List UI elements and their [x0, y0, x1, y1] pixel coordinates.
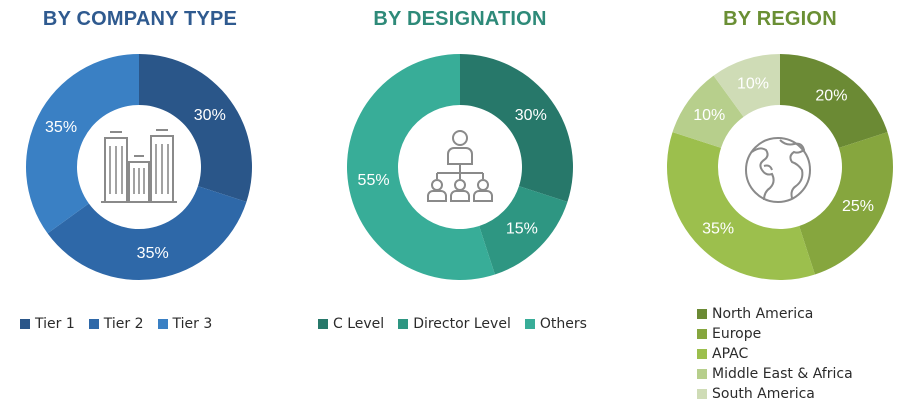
slice-label-south-america: 10%	[737, 75, 769, 92]
legend-swatch	[697, 349, 707, 359]
chart-title-designation: BY DESIGNATION	[373, 8, 547, 30]
slice-label-c-level: 30%	[515, 107, 547, 124]
org-hierarchy-icon	[427, 130, 493, 202]
legend-label: Europe	[712, 326, 762, 342]
slice-label-tier-1: 30%	[194, 107, 226, 124]
buildings-icon	[101, 129, 177, 203]
donut-slice-tier-1	[139, 54, 252, 202]
donut-slice-europe	[799, 132, 893, 275]
legend-label: Tier 2	[103, 316, 144, 332]
slice-label-europe: 25%	[842, 198, 874, 215]
legend-swatch	[524, 319, 535, 329]
legend-label: Director Level	[413, 316, 511, 332]
donut-slice-director-level	[479, 186, 568, 275]
donut-slice-others	[347, 54, 495, 280]
legend-item-c-level: C Level	[318, 316, 384, 332]
chart-title-region: BY REGION	[723, 8, 837, 30]
legend-label: South America	[712, 386, 815, 402]
legend-label: North America	[712, 306, 814, 322]
legend-item-tier-1: Tier 1	[20, 316, 75, 332]
slices-region	[667, 54, 893, 281]
donut-slice-middle-east-africa	[672, 75, 744, 148]
slice-labels-company-type: 30% 35% 35%	[45, 107, 226, 262]
donut-slice-tier-3	[26, 54, 140, 234]
legend-swatch	[697, 389, 707, 399]
chart-title-company-type: BY COMPANY TYPE	[42, 8, 238, 30]
legend-swatch	[697, 369, 707, 379]
legend-region: North America Europe APAC Middle East & …	[697, 304, 853, 404]
legend-item-europe: Europe	[697, 324, 853, 344]
legend-item-others: Others	[524, 316, 587, 332]
legend-swatch	[318, 319, 328, 329]
slice-label-tier-2: 35%	[137, 245, 169, 262]
donut-slice-tier-2	[47, 186, 247, 280]
slice-label-director-level: 15%	[506, 220, 538, 237]
legend-label: Tier 1	[35, 316, 75, 332]
donut-chart-designation: 30% 15% 55%	[347, 54, 573, 280]
legend-item-north-america: North America	[697, 304, 853, 324]
legend-swatch	[20, 319, 30, 329]
slice-label-others: 55%	[358, 172, 390, 189]
slices-designation	[347, 54, 573, 280]
legend-label: C Level	[333, 316, 385, 332]
legend-swatch	[88, 319, 99, 329]
legend-label: Tier 3	[172, 316, 213, 332]
legend-label: Middle East & Africa	[712, 366, 853, 382]
legend-item-director-level: Director Level	[398, 316, 511, 332]
slice-label-apac: 35%	[702, 220, 734, 237]
legend-item-middle-east-africa: Middle East & Africa	[697, 364, 853, 384]
legend-item-apac: APAC	[697, 344, 853, 364]
legend-swatch	[157, 319, 168, 329]
legend-item-south-america: South America	[697, 384, 853, 404]
slices-company-type	[26, 54, 252, 280]
donut-slice-c-level	[460, 54, 573, 202]
legend-swatch	[697, 329, 707, 339]
legend-item-tier-3: Tier 3	[157, 316, 213, 332]
legend-company-type: Tier 1 Tier 2 Tier 3	[20, 316, 226, 332]
donut-slice-apac	[667, 132, 815, 281]
legend-item-tier-2: Tier 2	[88, 316, 144, 332]
legend-swatch	[697, 309, 707, 319]
slice-label-tier-3: 35%	[45, 119, 77, 136]
legend-designation: C Level Director Level Others	[318, 316, 601, 332]
slice-label-middle-east-africa: 10%	[693, 107, 725, 124]
legend-label: APAC	[712, 346, 749, 362]
slice-labels-region: 20% 25% 35% 10% 10%	[693, 75, 874, 237]
donut-chart-region: 20% 25% 35% 10% 10%	[667, 54, 893, 281]
donut-slice-north-america	[780, 54, 888, 148]
legend-label: Others	[539, 316, 587, 332]
slice-labels-designation: 30% 15% 55%	[358, 107, 547, 237]
donut-chart-company-type: 30% 35% 35%	[26, 54, 252, 280]
legend-swatch	[398, 319, 409, 329]
donut-slice-south-america	[713, 54, 780, 117]
globe-icon	[745, 137, 811, 203]
slice-label-north-america: 20%	[815, 88, 847, 105]
